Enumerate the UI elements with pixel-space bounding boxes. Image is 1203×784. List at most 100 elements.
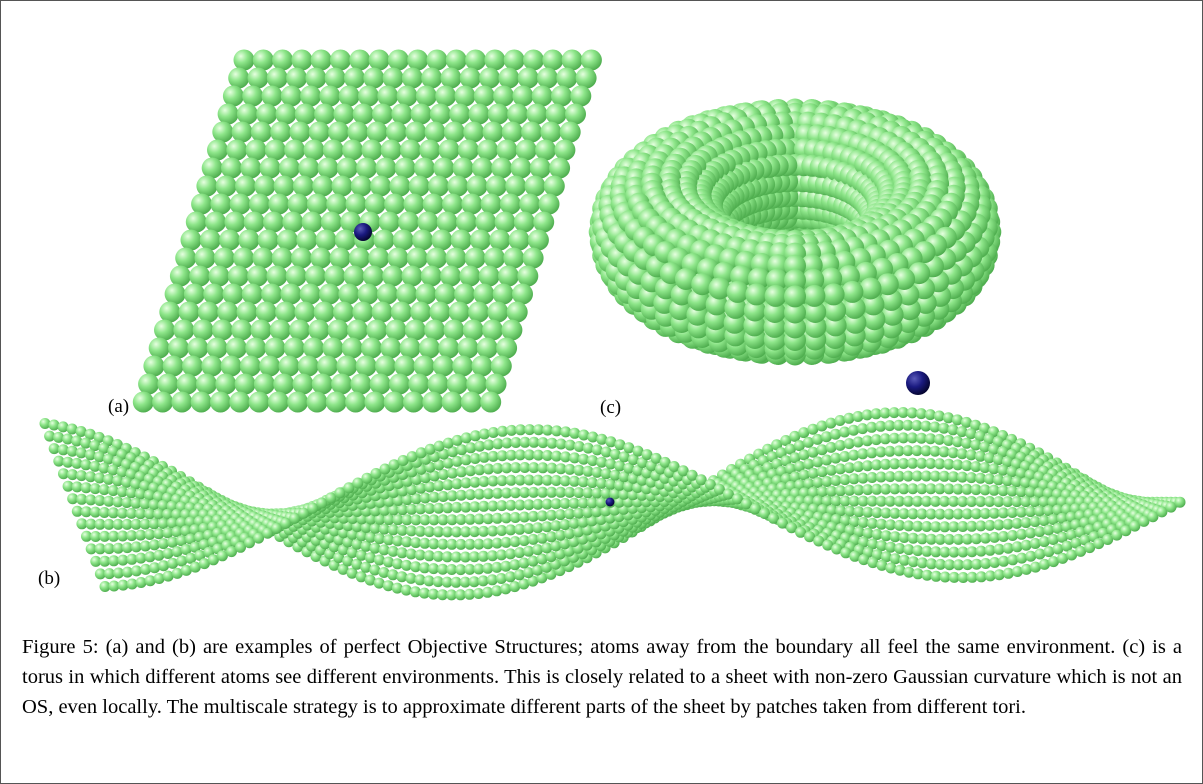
atom — [486, 374, 507, 395]
atom — [333, 302, 354, 323]
atom — [294, 302, 315, 323]
atom — [403, 392, 424, 413]
atom — [379, 212, 400, 233]
atom — [171, 392, 192, 413]
atom — [439, 140, 460, 161]
atom — [460, 68, 481, 89]
atom — [268, 392, 289, 413]
atom — [397, 86, 418, 107]
atom — [244, 212, 265, 233]
atom — [540, 122, 561, 143]
atom — [328, 122, 349, 143]
atom — [143, 356, 164, 377]
atom — [361, 338, 382, 359]
atom — [826, 442, 837, 453]
atom — [76, 447, 87, 458]
atom — [435, 86, 456, 107]
atom — [511, 158, 532, 179]
atom — [453, 158, 474, 179]
atom — [209, 266, 230, 287]
atom — [472, 158, 493, 179]
atom — [438, 338, 459, 359]
atom — [456, 212, 477, 233]
atom — [226, 338, 247, 359]
atom — [487, 302, 508, 323]
atom — [475, 212, 496, 233]
atom — [275, 302, 296, 323]
atom — [336, 356, 357, 377]
atom — [727, 281, 749, 303]
atom — [477, 140, 498, 161]
atom — [307, 194, 328, 215]
atom — [395, 158, 416, 179]
atom — [381, 140, 402, 161]
atom — [437, 212, 458, 233]
atom — [493, 86, 514, 107]
atom — [296, 230, 317, 251]
atom — [532, 544, 543, 555]
atom — [400, 140, 421, 161]
atom — [512, 86, 533, 107]
atom — [422, 392, 443, 413]
atom — [276, 104, 297, 125]
atom — [491, 356, 512, 377]
atom — [841, 281, 863, 303]
atom — [316, 230, 337, 251]
atom — [517, 266, 538, 287]
atom — [293, 176, 314, 197]
atom — [393, 230, 414, 251]
atom — [184, 284, 205, 305]
atom — [405, 320, 426, 341]
atom — [268, 194, 289, 215]
atom — [366, 320, 387, 341]
atom — [374, 230, 395, 251]
atom — [416, 284, 437, 305]
atom — [312, 176, 333, 197]
atom — [467, 176, 488, 197]
atom — [560, 122, 581, 143]
atom — [554, 140, 575, 161]
atom — [477, 338, 498, 359]
atom — [426, 248, 447, 269]
atom — [365, 194, 386, 215]
atom — [518, 68, 539, 89]
atom — [375, 158, 396, 179]
defect-atom — [354, 223, 372, 241]
atom — [311, 50, 332, 71]
atom — [391, 302, 412, 323]
atom — [170, 266, 191, 287]
atom — [384, 194, 405, 215]
atom — [383, 68, 404, 89]
atom — [307, 392, 328, 413]
atom — [163, 548, 174, 559]
atom — [300, 86, 321, 107]
atom — [407, 248, 428, 269]
page: (a) (c) (b) Figure 5: (a) and (b) are ex… — [0, 0, 1203, 784]
atom — [363, 68, 384, 89]
atom — [934, 411, 945, 422]
atom — [284, 140, 305, 161]
atom — [386, 122, 407, 143]
atom — [358, 284, 379, 305]
atom — [455, 86, 476, 107]
atom — [484, 248, 505, 269]
atom — [375, 356, 396, 377]
atom — [463, 122, 484, 143]
atom — [459, 266, 480, 287]
atom — [364, 392, 385, 413]
atom — [270, 122, 291, 143]
atom — [293, 374, 314, 395]
atom — [224, 212, 245, 233]
atom — [446, 50, 467, 71]
atom — [1021, 540, 1032, 551]
atom — [258, 230, 279, 251]
atom — [382, 266, 403, 287]
atom — [191, 194, 212, 215]
atom — [519, 194, 540, 215]
atom — [240, 158, 261, 179]
atom — [509, 230, 530, 251]
atom — [235, 374, 256, 395]
atom — [198, 302, 219, 323]
caption-text: (a) and (b) are examples of perfect Obje… — [22, 636, 1182, 718]
atom — [256, 302, 277, 323]
